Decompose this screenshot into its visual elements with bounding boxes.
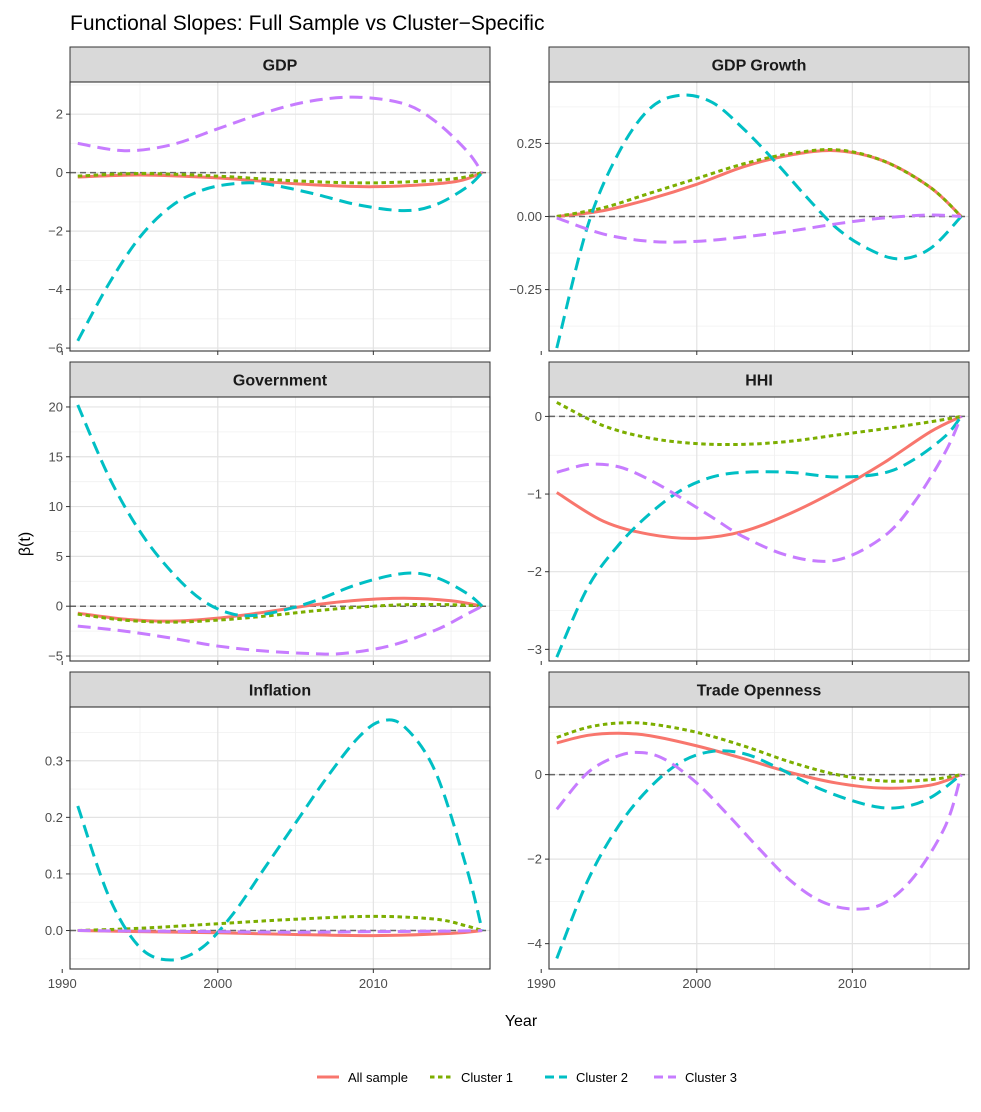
panel-border bbox=[69, 706, 491, 970]
series-line-cluster-2 bbox=[76, 404, 484, 618]
panel-plot-area bbox=[549, 82, 969, 351]
y-tick-label: −2 bbox=[527, 564, 542, 579]
x-tick-label: 2000 bbox=[203, 976, 232, 991]
panel-border bbox=[548, 396, 970, 662]
panel-plot-area bbox=[70, 82, 490, 351]
panel-background bbox=[549, 397, 969, 661]
panel-government: Government −5 0 5 10 15 20 bbox=[48, 361, 491, 665]
series-line-cluster-1 bbox=[77, 602, 483, 624]
y-tick-label: 0.00 bbox=[517, 209, 542, 224]
series-line-cluster-3 bbox=[556, 415, 963, 563]
panel-hhi: HHI −3 −2 −1 0 bbox=[527, 361, 970, 665]
panel-strip bbox=[548, 671, 970, 708]
y-tick-label: 10 bbox=[49, 499, 63, 514]
panel-plot-area bbox=[549, 707, 969, 969]
series-line-cluster-3 bbox=[77, 95, 484, 174]
series-line-cluster-2 bbox=[555, 415, 963, 658]
y-tick-label: 0.1 bbox=[45, 866, 63, 881]
y-tick-label: −2 bbox=[527, 852, 542, 867]
y-tick-label: −1 bbox=[527, 487, 542, 502]
y-tick-label: −5 bbox=[48, 649, 63, 664]
x-tick-label: 2010 bbox=[359, 976, 388, 991]
series-line-cluster-1 bbox=[556, 148, 963, 218]
y-tick-label: 0 bbox=[535, 409, 542, 424]
y-axis-title: β(t) bbox=[17, 532, 34, 556]
y-tick-label: 2 bbox=[56, 107, 63, 122]
panel-trade-openness: Trade Openness −4 −2 0 1990 2000 2010 bbox=[527, 671, 970, 991]
y-tick-label: 0.0 bbox=[45, 923, 63, 938]
y-tick-label: 0.3 bbox=[45, 753, 63, 768]
panel-title: Government bbox=[233, 373, 328, 390]
x-tick-label: 1990 bbox=[48, 976, 77, 991]
panel-strip bbox=[69, 46, 491, 83]
panel-gdp-growth: GDP Growth −0.25 0.00 0.25 bbox=[509, 46, 970, 355]
legend-label: Cluster 3 bbox=[685, 1070, 737, 1085]
y-tick-label: 0.25 bbox=[517, 136, 542, 151]
panel-title: GDP Growth bbox=[712, 58, 807, 75]
chart-title: Functional Slopes: Full Sample vs Cluste… bbox=[70, 12, 544, 35]
panel-border bbox=[548, 706, 970, 970]
legend-item-cluster-1: Cluster 1 bbox=[430, 1070, 513, 1085]
panel-gdp: GDP −6 −4 −2 0 2 bbox=[48, 46, 491, 356]
y-tick-label: −6 bbox=[48, 341, 63, 356]
y-tick-label: 15 bbox=[49, 449, 63, 464]
panel-border bbox=[69, 81, 491, 352]
series-line-cluster-2 bbox=[76, 171, 484, 342]
x-tick-label: 2010 bbox=[838, 976, 867, 991]
series-line-cluster-1 bbox=[556, 401, 962, 447]
series-line-all-sample bbox=[77, 171, 483, 189]
panel-title: Inflation bbox=[249, 683, 311, 700]
panel-background bbox=[70, 82, 490, 351]
legend-label: Cluster 2 bbox=[576, 1070, 628, 1085]
series-line-cluster-2 bbox=[555, 749, 963, 959]
series-line-cluster-2 bbox=[76, 718, 484, 962]
legend-item-all-sample: All sample bbox=[317, 1070, 408, 1085]
series-line-all-sample bbox=[555, 415, 962, 540]
series-line-cluster-1 bbox=[77, 171, 483, 185]
panel-title: Trade Openness bbox=[697, 683, 822, 700]
y-tick-label: −3 bbox=[527, 642, 542, 657]
y-tick-label: −4 bbox=[48, 282, 63, 297]
panel-inflation: Inflation 0.0 0.1 0.2 0.3 1990 2000 2010 bbox=[45, 671, 491, 991]
legend-item-cluster-3: Cluster 3 bbox=[654, 1070, 737, 1085]
x-tick-label: 1990 bbox=[527, 976, 556, 991]
y-tick-label: 0 bbox=[535, 767, 542, 782]
y-tick-label: 5 bbox=[56, 549, 63, 564]
series-line-cluster-2 bbox=[555, 93, 963, 349]
panel-plot-area bbox=[70, 707, 490, 969]
x-tick-label: 2000 bbox=[682, 976, 711, 991]
panel-strip bbox=[69, 361, 491, 398]
x-axis-title: Year bbox=[505, 1013, 538, 1030]
panel-title: GDP bbox=[263, 58, 298, 75]
y-tick-label: 0 bbox=[56, 165, 63, 180]
y-tick-label: 20 bbox=[49, 399, 63, 414]
series-line-cluster-3 bbox=[555, 750, 963, 911]
series-line-cluster-3 bbox=[77, 929, 483, 934]
legend: All sample Cluster 1 Cluster 2 Cluster 3 bbox=[317, 1070, 737, 1085]
legend-label: Cluster 1 bbox=[461, 1070, 513, 1085]
panel-strip bbox=[69, 671, 491, 708]
y-tick-label: −0.25 bbox=[509, 282, 542, 297]
y-tick-label: 0 bbox=[56, 599, 63, 614]
panel-border bbox=[69, 396, 491, 662]
series-line-all-sample bbox=[556, 731, 962, 790]
legend-label: All sample bbox=[348, 1070, 408, 1085]
panel-title: HHI bbox=[745, 373, 773, 390]
legend-item-cluster-2: Cluster 2 bbox=[545, 1070, 628, 1085]
panel-background bbox=[70, 707, 490, 969]
y-tick-label: 0.2 bbox=[45, 810, 63, 825]
y-tick-label: −4 bbox=[527, 936, 542, 951]
panel-plot-area bbox=[70, 397, 490, 661]
panel-strip bbox=[548, 46, 970, 83]
panel-background bbox=[70, 397, 490, 661]
series-line-cluster-3 bbox=[77, 604, 483, 656]
panel-plot-area bbox=[549, 397, 969, 661]
y-tick-label: −2 bbox=[48, 224, 63, 239]
series-line-cluster-1 bbox=[77, 914, 483, 933]
